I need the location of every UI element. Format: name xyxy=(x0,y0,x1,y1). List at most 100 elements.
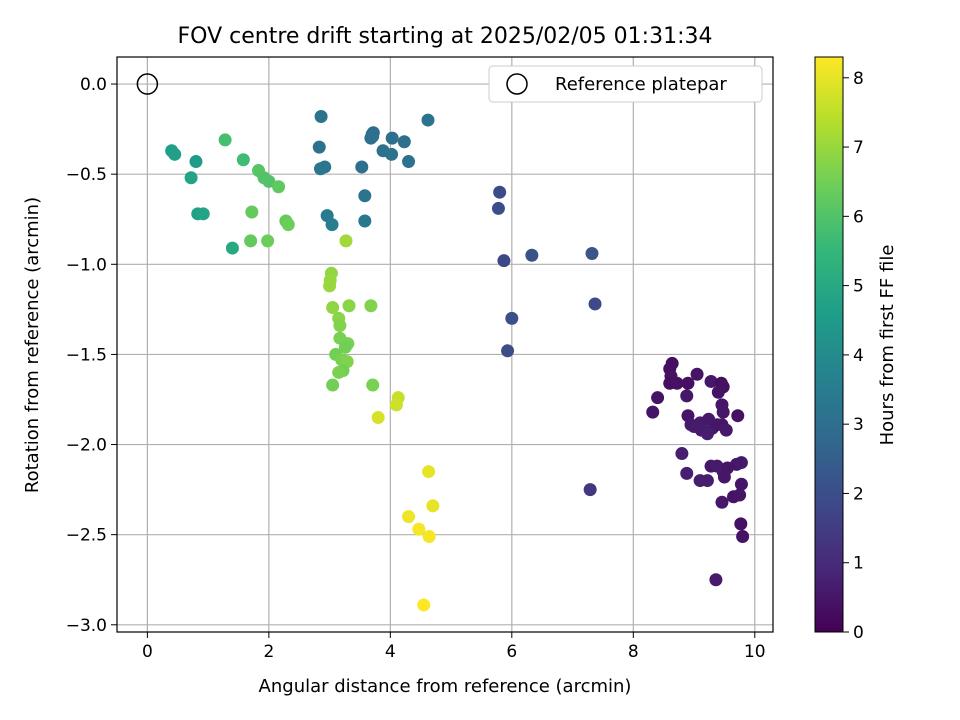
x-tick-label: 6 xyxy=(506,642,517,662)
scatter-point xyxy=(236,153,250,167)
legend-box xyxy=(488,65,763,103)
legend: Reference platepar xyxy=(488,65,763,103)
scatter-point xyxy=(189,155,203,169)
scatter-point xyxy=(505,311,519,325)
scatter-point xyxy=(371,411,385,425)
scatter-point xyxy=(700,474,714,488)
scatter-point xyxy=(364,299,378,313)
scatter-point xyxy=(680,466,694,480)
legend-marker-hollow-circle xyxy=(506,73,528,95)
scatter-point xyxy=(525,248,539,262)
scatter-point xyxy=(426,499,440,513)
scatter-point xyxy=(501,344,515,358)
plot-area-frame xyxy=(116,56,774,633)
y-tick-label: −3.0 xyxy=(66,616,107,636)
x-tick-label: 8 xyxy=(628,642,639,662)
colorbar-tick-label: 1 xyxy=(853,554,864,574)
scatter-point xyxy=(700,427,714,441)
scatter-point xyxy=(318,160,332,174)
scatter-point xyxy=(421,113,435,127)
scatter-point xyxy=(323,279,337,293)
y-tick-label: −2.5 xyxy=(66,526,107,546)
scatter-point xyxy=(422,465,436,479)
scatter-point xyxy=(261,234,275,248)
data-points xyxy=(165,109,750,612)
scatter-point xyxy=(402,510,416,524)
scatter-point xyxy=(366,378,380,392)
colorbar-tick-label: 2 xyxy=(853,484,864,504)
scatter-point xyxy=(709,573,723,587)
scatter-point xyxy=(339,234,353,248)
scatter-point xyxy=(314,109,328,123)
scatter-point xyxy=(687,420,701,434)
colorbar-label: Hours from first FF file xyxy=(877,245,898,446)
scatter-point xyxy=(736,529,750,543)
scatter-point xyxy=(245,205,259,219)
scatter-point xyxy=(196,207,210,221)
scatter-point xyxy=(734,456,748,470)
chart-title: FOV centre drift starting at 2025/02/05 … xyxy=(178,24,713,49)
colorbar-tick-label: 6 xyxy=(853,207,864,227)
scatter-point xyxy=(670,376,684,390)
scatter-point xyxy=(326,378,340,392)
scatter-point xyxy=(325,218,339,232)
scatter-point xyxy=(585,246,599,260)
colorbar-tick-label: 0 xyxy=(853,623,864,643)
scatter-point xyxy=(681,376,695,390)
colorbar xyxy=(814,56,844,633)
scatter-point xyxy=(422,529,436,543)
scatter-point xyxy=(680,389,694,403)
scatter-point xyxy=(262,174,276,188)
scatter-point xyxy=(338,340,352,354)
x-tick-label: 4 xyxy=(385,642,396,662)
scatter-point xyxy=(704,374,718,388)
scatter-point xyxy=(716,405,730,419)
scatter-point xyxy=(244,234,258,248)
scatter-point xyxy=(412,522,426,536)
colorbar-tick-label: 5 xyxy=(853,277,864,297)
x-tick-label: 0 xyxy=(142,642,153,662)
y-tick-label: 0.0 xyxy=(80,75,107,95)
scatter-point xyxy=(493,185,507,199)
x-tick-label: 10 xyxy=(744,642,766,662)
scatter-point xyxy=(646,405,660,419)
scatter-point xyxy=(184,171,198,185)
scatter-point xyxy=(734,477,748,491)
colorbar-tick-label: 7 xyxy=(853,138,864,158)
y-tick-label: −2.0 xyxy=(66,436,107,456)
scatter-point xyxy=(281,218,295,232)
scatter-point xyxy=(711,385,725,399)
scatter-point xyxy=(690,367,704,381)
scatter-point xyxy=(326,301,340,315)
scatter-point xyxy=(719,423,733,437)
reference-marker-layer xyxy=(136,73,159,95)
scatter-point xyxy=(342,299,356,313)
scatter-point xyxy=(715,495,729,509)
scatter-point xyxy=(366,129,380,143)
scatter-point xyxy=(385,131,399,145)
scatter-point xyxy=(675,447,689,461)
scatter-point xyxy=(417,598,431,612)
scatter-point xyxy=(168,147,182,161)
scatter-point xyxy=(733,488,747,502)
legend-label-reference-platepar: Reference platepar xyxy=(555,74,727,95)
scatter-point xyxy=(385,147,399,161)
scatter-point xyxy=(491,201,505,215)
y-tick-label: −1.5 xyxy=(66,345,107,365)
scatter-point xyxy=(272,180,286,194)
scatter-point xyxy=(358,189,372,203)
scatter-point xyxy=(651,391,665,405)
x-tick-label: 2 xyxy=(263,642,274,662)
scatter-point xyxy=(397,135,411,149)
scatter-point xyxy=(588,297,602,311)
scatter-point xyxy=(355,160,369,174)
x-axis-label: Angular distance from reference (arcmin) xyxy=(259,676,632,697)
y-tick-label: −1.0 xyxy=(66,255,107,275)
scatter-point xyxy=(734,517,748,531)
scatter-point xyxy=(358,214,372,228)
scatter-point xyxy=(402,155,416,169)
y-axis-label: Rotation from reference (arcmin) xyxy=(22,197,43,493)
y-tick-label: −0.5 xyxy=(66,165,107,185)
